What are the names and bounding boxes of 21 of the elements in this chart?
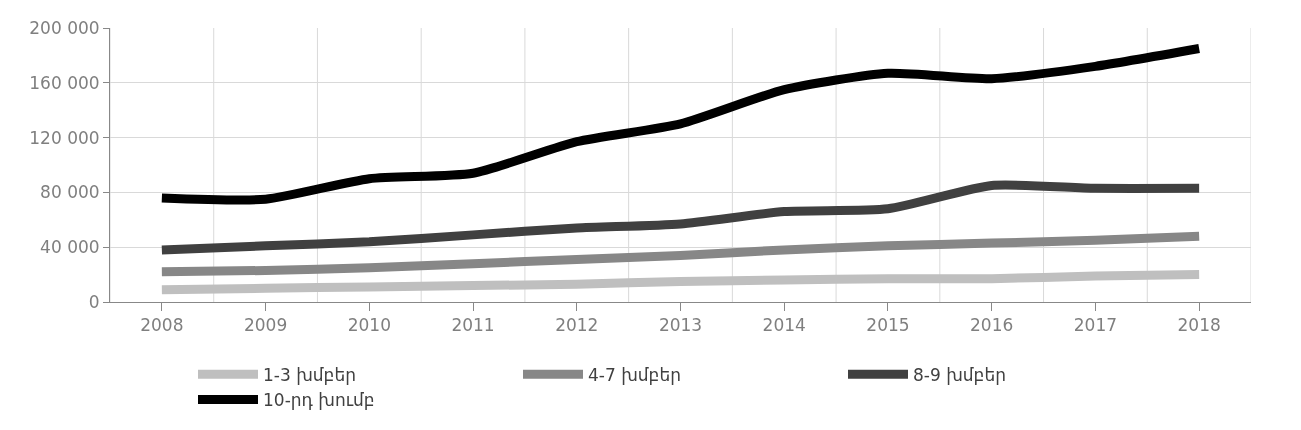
x-tick-label: 2010 [347, 315, 391, 336]
legend-label: 1-3 խմբեր [263, 364, 356, 385]
x-tick-label: 2011 [451, 315, 495, 336]
y-tick-label: 200 000 [29, 17, 100, 38]
y-tick-label: 0 [88, 291, 100, 312]
x-tick-label: 2008 [140, 315, 184, 336]
legend-label: 10-րդ խումբ [263, 390, 375, 411]
y-tick-label: 40 000 [40, 237, 100, 258]
x-tick-label: 2012 [555, 315, 599, 336]
x-tick-label: 2016 [970, 315, 1014, 336]
y-tick-label: 160 000 [29, 72, 100, 93]
x-tick-label: 2018 [1177, 315, 1221, 336]
x-tick-label: 2009 [243, 315, 288, 336]
y-tick-label: 80 000 [40, 182, 100, 203]
legend-label: 4-7 խմբեր [588, 364, 681, 385]
x-tick-label: 2015 [866, 315, 910, 336]
x-tick-label: 2014 [762, 315, 806, 336]
legend-label: 8-9 խմբեր [913, 364, 1006, 385]
x-tick-label: 2013 [658, 315, 703, 336]
y-tick-label: 120 000 [29, 127, 100, 148]
x-tick-label: 2017 [1073, 315, 1118, 336]
